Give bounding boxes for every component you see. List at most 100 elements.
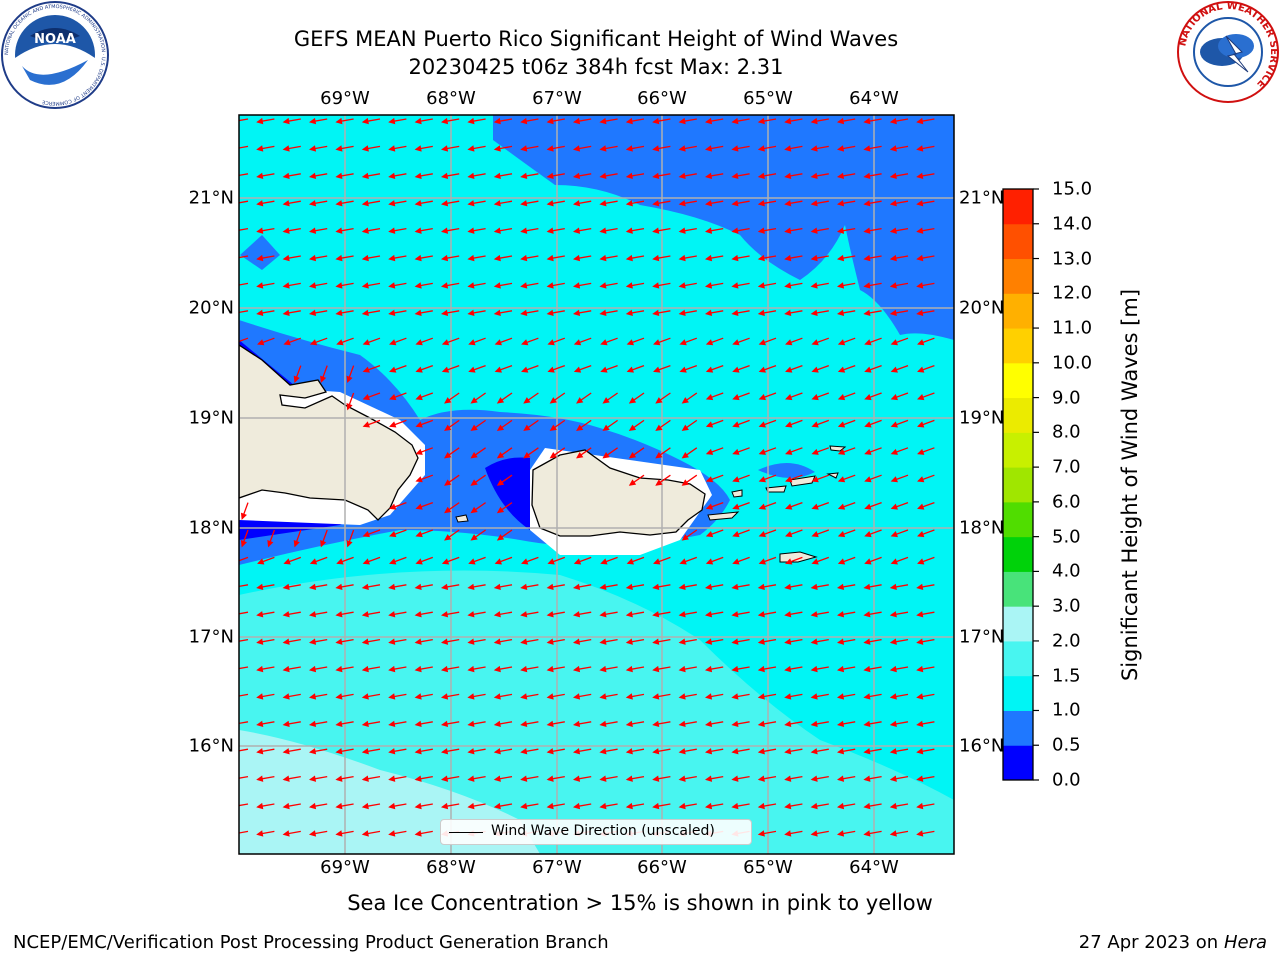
wave-direction-arrowhead [811, 339, 819, 346]
lon-tick-bottom: 64°W [849, 857, 899, 878]
sea-ice-note: Sea Ice Concentration > 15% is shown in … [347, 891, 933, 915]
wave-direction-arrowhead [572, 254, 581, 262]
wave-direction-arrowhead [282, 200, 290, 207]
wave-direction-arrowhead [599, 802, 607, 810]
wave-direction-arrowhead [811, 476, 819, 483]
wave-direction-arrowhead [811, 503, 819, 510]
wave-direction-arrowhead [889, 282, 897, 289]
wave-direction-arrowhead [889, 583, 897, 591]
wave-direction-arrowhead [653, 366, 661, 373]
wave-direction-arrowhead [256, 309, 264, 317]
wave-direction-arrowhead [810, 748, 818, 755]
wave-direction-arrowhead [731, 748, 739, 755]
wave-direction-arrowhead [256, 693, 264, 700]
wave-direction-arrowhead [388, 309, 396, 317]
wave-direction-arrowhead [784, 200, 792, 207]
wave-direction-arrowhead [470, 479, 478, 486]
wave-direction-arrowhead [282, 638, 290, 645]
wave-direction-arrowhead [705, 394, 714, 401]
wave-direction-arrowhead [414, 802, 422, 810]
wave-direction-arrowhead [308, 583, 317, 591]
wave-direction-arrowhead [836, 282, 845, 289]
wave-direction-arrowhead [916, 172, 924, 180]
wave-direction-arrowhead [414, 693, 422, 700]
wave-direction-arrowhead [704, 775, 713, 782]
wave-direction-arrowhead [256, 282, 264, 289]
wave-direction-arrowhead [308, 720, 317, 728]
colorbar-tick-label: 13.0 [1052, 248, 1093, 270]
colorbar-tick-label: 2.0 [1052, 630, 1081, 652]
wave-direction-arrowhead [625, 200, 633, 207]
wave-direction-arrowhead [602, 424, 610, 432]
wave-direction-arrowhead [546, 172, 554, 180]
wave-direction-arrowhead [916, 693, 924, 700]
wave-direction-arrowhead [836, 227, 845, 234]
lat-tick-right: 19°N [959, 407, 1005, 429]
wave-direction-arrowhead [863, 282, 871, 289]
wave-direction-arrowhead [784, 638, 792, 645]
wave-direction-arrowhead [863, 254, 871, 262]
wave-direction-arrowhead [757, 802, 765, 810]
wave-direction-arrowhead [467, 611, 475, 618]
wave-direction-arrowhead [731, 309, 739, 317]
wave-direction-arrowhead [784, 309, 792, 317]
wave-direction-arrowhead [731, 720, 739, 728]
wave-direction-arrowhead [470, 534, 478, 541]
wave-direction-arrowhead [414, 145, 422, 152]
map-frame [238, 114, 955, 855]
wave-direction-arrowhead [916, 830, 924, 837]
wave-direction-arrowhead [731, 200, 739, 207]
wave-direction-arrowhead [361, 665, 369, 673]
wave-direction-arrowhead [415, 503, 423, 510]
colorbar-frame [1002, 188, 1034, 781]
wave-direction-arrowhead [810, 830, 818, 837]
wind-wave-arrows [231, 117, 935, 837]
wave-direction-arrowhead [679, 339, 687, 346]
wave-direction-arrowhead [415, 531, 423, 538]
wave-direction-arrowhead [231, 612, 236, 616]
wave-direction-arrowhead [681, 451, 689, 459]
wave-direction-arrowhead [916, 802, 924, 810]
wave-direction-arrowhead [361, 638, 369, 645]
wave-direction-arrowhead [652, 145, 660, 152]
wave-direction-arrowhead [653, 558, 661, 565]
wave-direction-arrowhead [916, 117, 924, 125]
wave-direction-arrowhead [758, 366, 766, 373]
wave-direction-arrowhead [388, 254, 396, 262]
wave-direction-arrowhead [732, 421, 740, 428]
wave-direction-arrowhead [346, 375, 353, 383]
wave-direction-arrowhead [625, 117, 633, 125]
wave-direction-arrowhead [784, 583, 792, 591]
wave-direction-arrowhead [890, 531, 898, 538]
wave-direction-arrowhead [546, 775, 554, 782]
wave-direction-arrowhead [282, 145, 290, 152]
wave-direction-arrowhead [599, 254, 607, 262]
wave-direction-arrowhead [440, 200, 449, 207]
wave-direction-arrowhead [231, 256, 236, 260]
wave-direction-arrowhead [836, 172, 845, 180]
wave-direction-arrowhead [626, 339, 634, 346]
lon-tick-top: 64°W [849, 88, 899, 109]
wave-direction-arrowhead [678, 227, 686, 234]
wave-direction-arrowhead [652, 611, 660, 618]
wave-direction-arrowhead [705, 531, 714, 538]
wave-direction-arrowhead [493, 583, 501, 591]
wave-direction-arrowhead [440, 282, 449, 289]
chart-subtitle: 20230425 t06z 384h fcst Max: 2.31 [408, 55, 784, 79]
wave-direction-arrowhead [308, 227, 317, 234]
lat-tick-right: 18°N [959, 517, 1005, 539]
lon-tick-top: 65°W [743, 88, 793, 109]
wave-direction-arrowhead [549, 451, 557, 459]
wave-direction-arrowhead [546, 748, 554, 755]
wave-direction-arrowhead [256, 611, 264, 618]
nws-logo: NATIONAL WEATHER SERVICE [1177, 1, 1279, 103]
wave-direction-arrowhead [444, 424, 452, 432]
wave-direction-arrowhead [785, 503, 793, 510]
wave-direction-arrowhead [335, 830, 343, 837]
legend-line-swatch [449, 832, 483, 833]
wave-direction-arrowhead [704, 583, 713, 591]
wave-direction-arrowhead [863, 775, 871, 782]
wave-direction-arrowhead [652, 254, 660, 262]
wave-direction-arrowhead [573, 366, 582, 373]
wave-direction-arrowhead [256, 830, 264, 837]
